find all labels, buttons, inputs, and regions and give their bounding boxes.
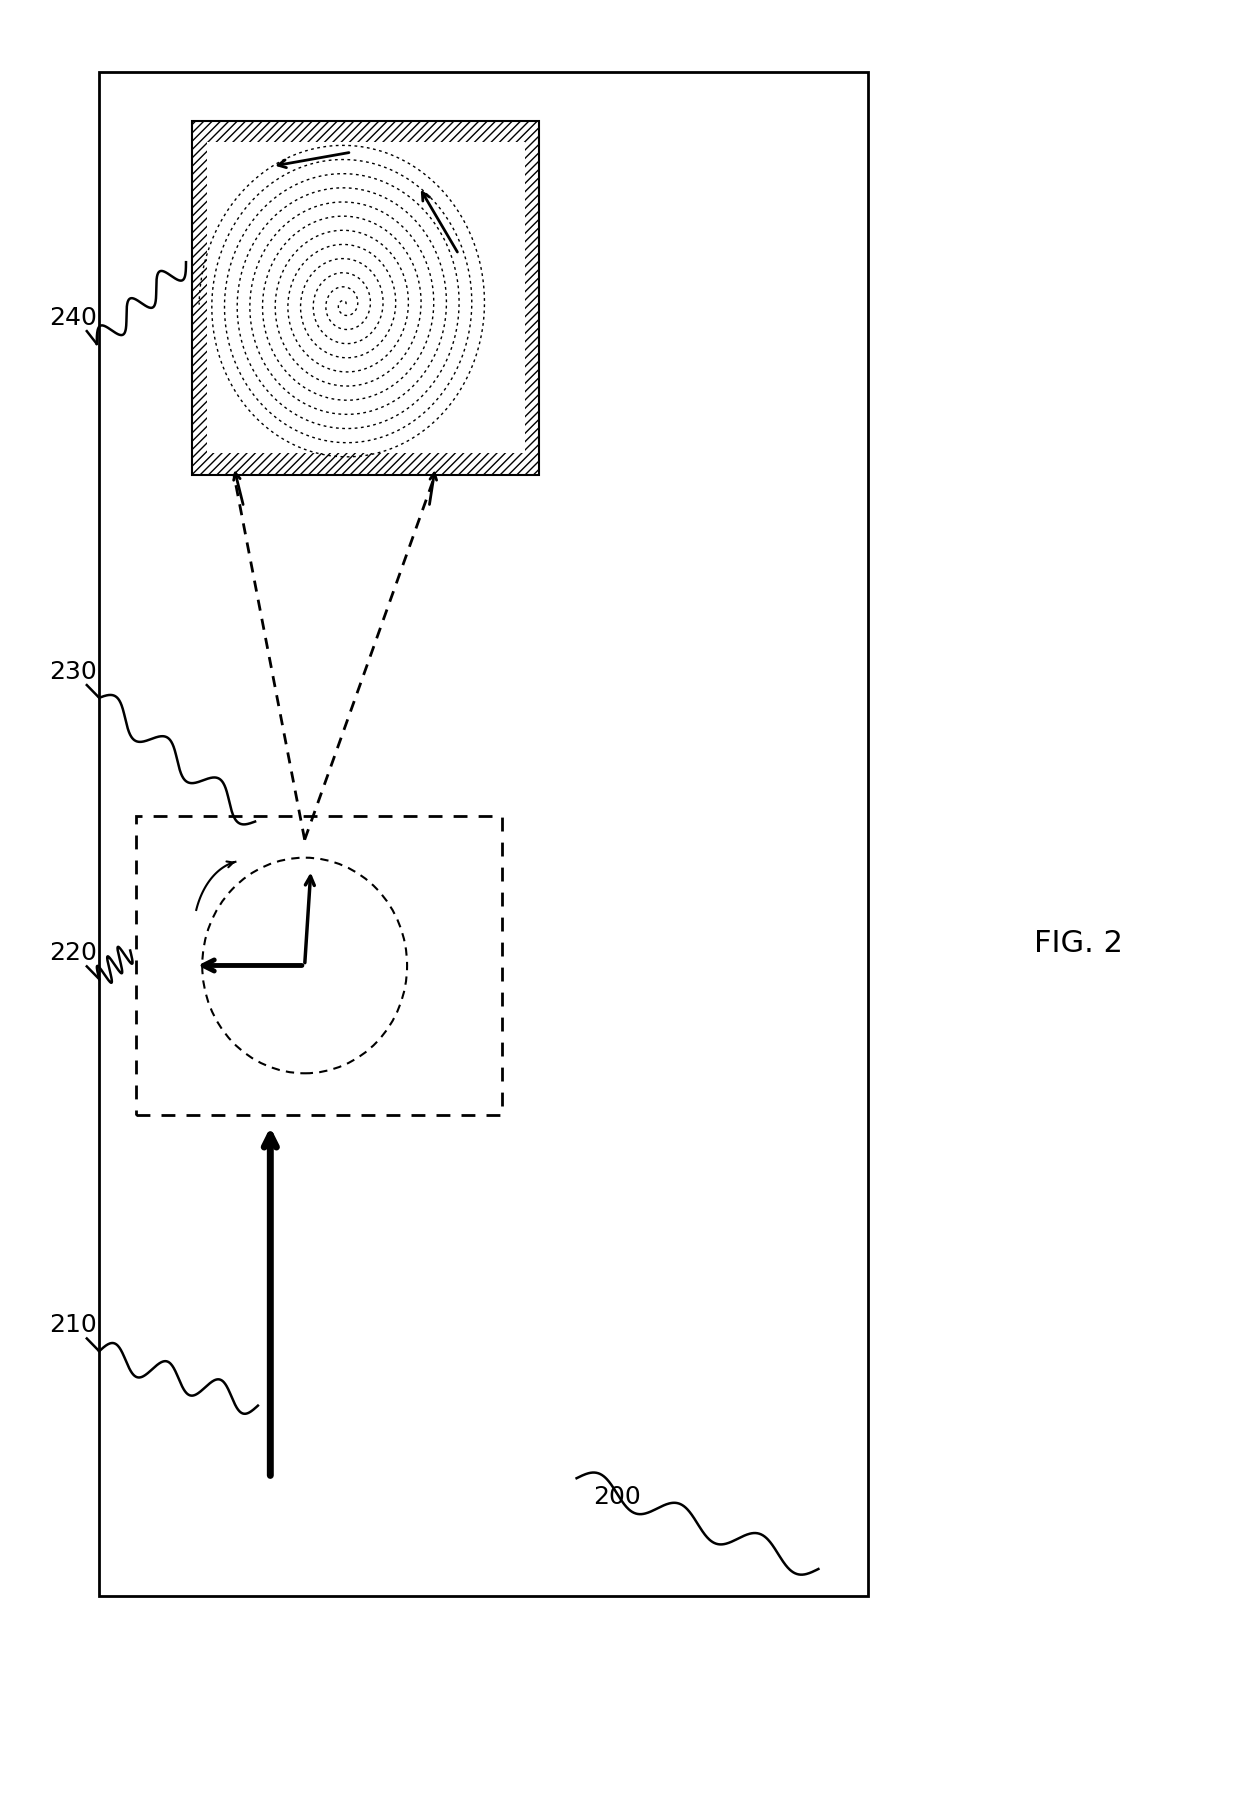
Text: FIG. 2: FIG. 2 [1034,929,1123,958]
Text: 240: 240 [50,305,98,330]
Bar [207,143,525,454]
Bar [99,73,868,1596]
Text: 230: 230 [50,658,98,684]
Text: 200: 200 [593,1484,641,1509]
Text: 210: 210 [50,1312,98,1337]
Bar [192,122,539,475]
Text: 220: 220 [50,940,98,965]
Bar [136,816,502,1116]
